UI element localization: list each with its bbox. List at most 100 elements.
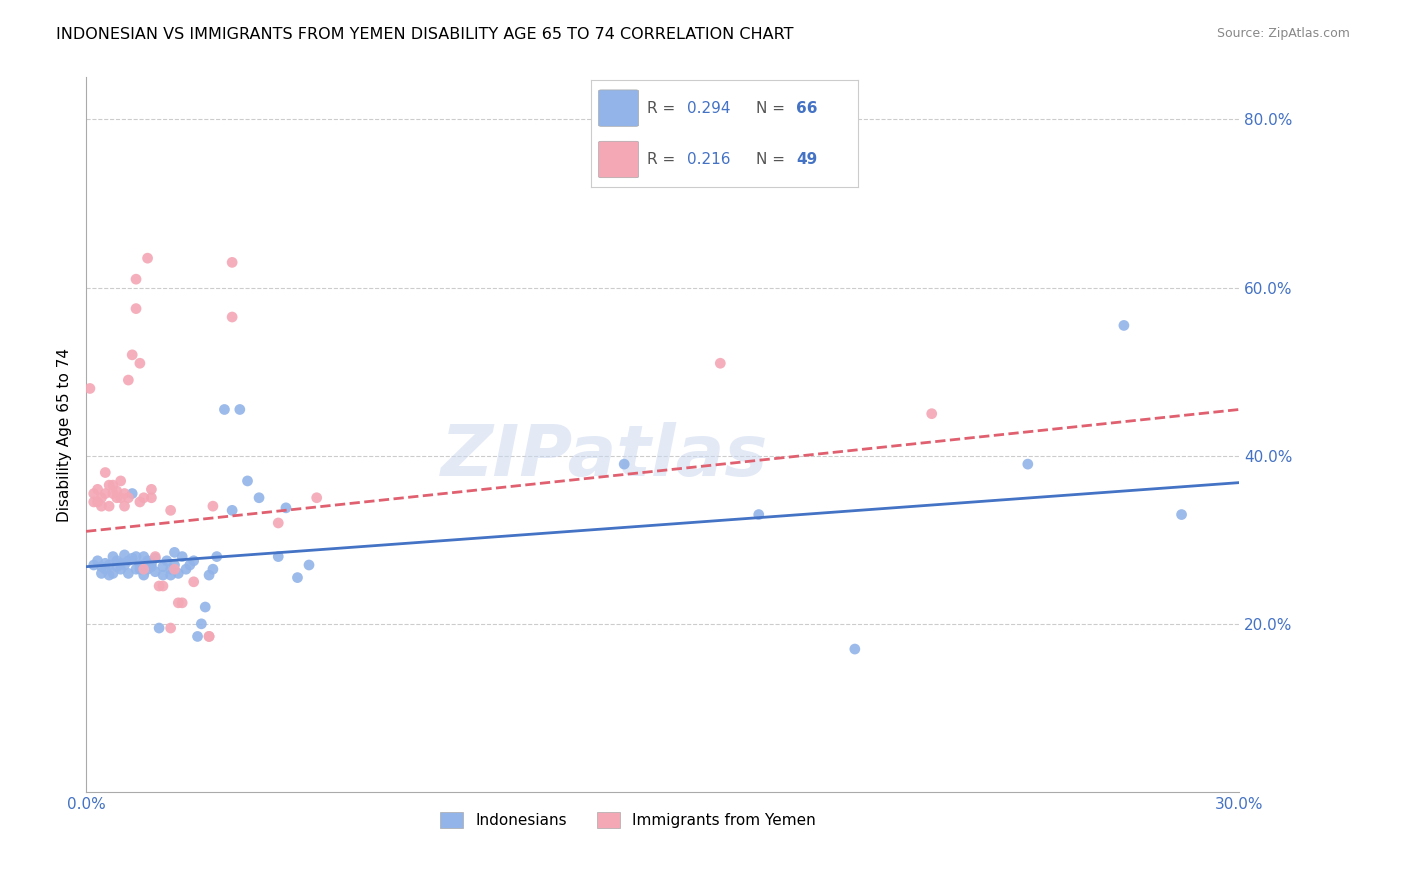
Point [141,483,163,497]
Text: ZIPatlas: ZIPatlas [441,422,769,491]
Point [198,568,221,582]
Point [305,491,328,505]
Point [613,457,636,471]
Text: R =: R = [647,101,675,116]
Point [172,596,194,610]
Point [110,557,132,571]
Point [101,566,124,581]
Point [125,301,148,316]
Point [163,562,186,576]
Point [167,566,190,581]
Point [179,558,201,572]
Point [98,478,121,492]
Point [83,495,105,509]
Point [117,491,139,505]
Point [136,562,159,576]
Point [143,551,166,566]
Point [152,579,174,593]
Point [198,630,221,644]
Point [114,548,136,562]
Point [105,559,128,574]
Point [110,562,132,576]
Point [132,562,155,576]
Point [148,621,170,635]
Point [267,516,290,530]
Point [148,579,170,593]
Point [117,373,139,387]
Point [709,356,731,370]
Point [214,402,236,417]
Point [125,562,148,576]
Text: N =: N = [756,101,785,116]
Point [205,549,228,564]
Text: 0.216: 0.216 [686,152,730,167]
Point [94,557,117,571]
Point [128,495,150,509]
Point [121,551,143,566]
Point [86,483,108,497]
Point [117,554,139,568]
Text: INDONESIAN VS IMMIGRANTS FROM YEMEN DISABILITY AGE 65 TO 74 CORRELATION CHART: INDONESIAN VS IMMIGRANTS FROM YEMEN DISA… [56,27,794,42]
Point [101,478,124,492]
Point [152,559,174,574]
Point [163,545,186,559]
Point [94,562,117,576]
Point [143,565,166,579]
Point [83,558,105,572]
Point [132,568,155,582]
Point [174,562,197,576]
Point [136,554,159,568]
Point [94,466,117,480]
Point [183,554,205,568]
Point [267,549,290,564]
Point [101,549,124,564]
Point [86,554,108,568]
Point [298,558,321,572]
Point [125,272,148,286]
Point [201,562,224,576]
Point [94,486,117,500]
Point [159,621,181,635]
Point [159,568,181,582]
Point [183,574,205,589]
Point [90,499,112,513]
Text: 0.294: 0.294 [686,101,730,116]
Point [128,558,150,572]
Point [143,549,166,564]
Point [114,499,136,513]
Point [98,499,121,513]
Point [90,566,112,581]
Point [79,382,101,396]
Point [128,562,150,576]
Point [167,596,190,610]
Text: R =: R = [647,152,675,167]
Point [121,348,143,362]
Point [110,474,132,488]
Point [163,558,186,572]
Point [110,491,132,505]
Text: N =: N = [756,152,785,167]
Point [105,491,128,505]
Point [201,499,224,513]
Text: 49: 49 [796,152,817,167]
Point [141,559,163,574]
Point [86,495,108,509]
Point [121,486,143,500]
Point [1017,457,1039,471]
Point [921,407,943,421]
Point [194,600,217,615]
Point [105,554,128,568]
Point [125,549,148,564]
Point [274,500,297,515]
Text: Source: ZipAtlas.com: Source: ZipAtlas.com [1216,27,1350,40]
Point [198,630,221,644]
Point [114,558,136,572]
Y-axis label: Disability Age 65 to 74: Disability Age 65 to 74 [58,348,72,522]
Point [236,474,259,488]
Point [132,491,155,505]
Point [128,356,150,370]
Point [105,483,128,498]
Point [132,549,155,564]
Point [172,549,194,564]
Point [221,310,243,324]
